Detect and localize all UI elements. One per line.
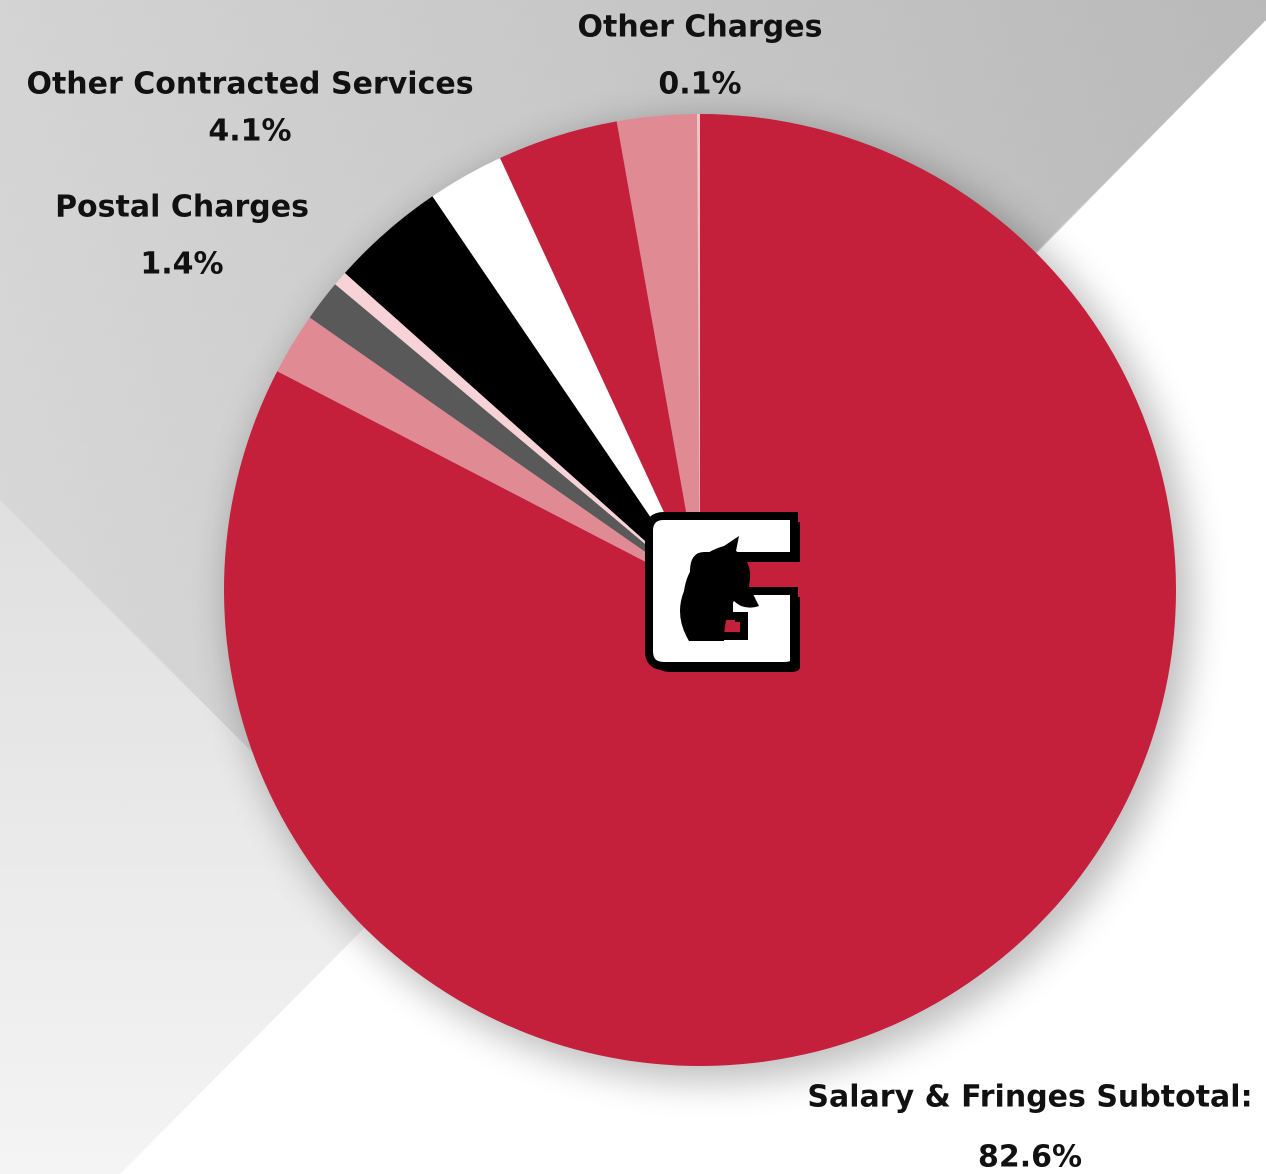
- slice-label: Salary & Fringes Subtotal:: [807, 1080, 1252, 1115]
- pie-slice: [277, 317, 700, 590]
- logo: [645, 512, 800, 672]
- pie-slice: [432, 158, 700, 590]
- slice-value-label: 1.4%: [140, 247, 223, 282]
- slice-value-label: 4.1%: [208, 114, 291, 149]
- slice-label: Other Contracted Services: [26, 67, 473, 102]
- pie-slice: [500, 121, 700, 590]
- pie-slice: [616, 114, 700, 590]
- slice-label: Postal Charges: [55, 190, 309, 225]
- slice-value-label: 0.1%: [658, 67, 741, 102]
- pie-slice: [344, 196, 700, 591]
- pie: [224, 114, 1176, 1066]
- slice-label: Other Charges: [578, 10, 823, 45]
- pie-slice: [697, 114, 700, 590]
- labels: Salary & Fringes Subtotal: 82.6% Postal Ch…: [26, 10, 1252, 1174]
- pie-slice: [309, 284, 700, 590]
- slice-value-label: 82.6%: [978, 1140, 1082, 1174]
- pie-slice: [335, 272, 700, 590]
